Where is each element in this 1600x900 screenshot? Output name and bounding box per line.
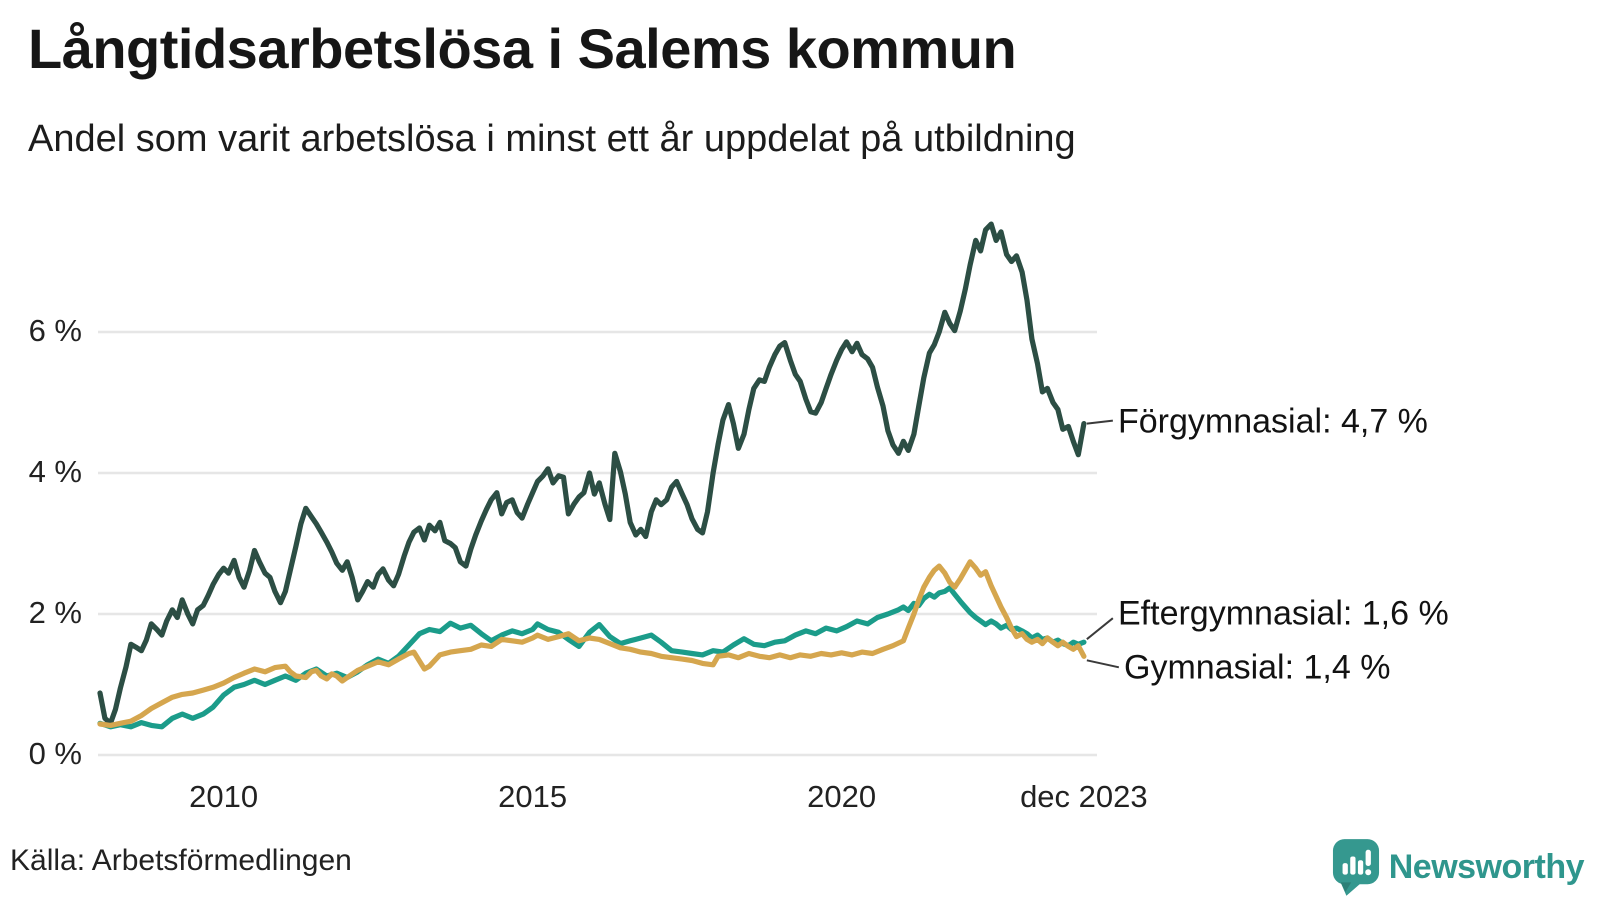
y-axis-tick-4: 4 % <box>28 454 82 489</box>
y-axis-tick-2: 2 % <box>28 595 82 630</box>
x-axis-tick-2010: 2010 <box>189 779 259 814</box>
y-axis-tick-0: 0 % <box>28 736 82 771</box>
series-label-forgymnasial: Förgymnasial: 4,7 % <box>1118 402 1428 441</box>
series-line-eftergymnasial <box>97 585 1087 730</box>
label-leader-gymnasial <box>1086 659 1120 669</box>
label-leader-eftergymnasial <box>1086 617 1114 640</box>
page-title: Långtidsarbetslösa i Salems kommun <box>28 17 1017 80</box>
x-axis-tick-2015: 2015 <box>498 779 568 814</box>
series-line-förgymnasial <box>97 221 1087 726</box>
label-leader-förgymnasial <box>1086 419 1113 425</box>
newsworthy-logo: Newsworthy <box>1332 838 1585 896</box>
newsworthy-wordmark: Newsworthy <box>1388 847 1585 886</box>
newsworthy-icon <box>1332 839 1379 896</box>
chart-subtitle: Andel som varit arbetslösa i minst ett å… <box>28 118 1076 160</box>
x-axis-tick-2020: 2020 <box>807 779 877 814</box>
x-axis-tick-dec-2023: dec 2023 <box>1020 779 1148 814</box>
source-note: Källa: Arbetsförmedlingen <box>10 844 352 877</box>
series-line-gymnasial <box>97 559 1087 728</box>
y-axis-tick-6: 6 % <box>28 313 82 348</box>
series-label-eftergymnasial: Eftergymnasial: 1,6 % <box>1118 594 1449 633</box>
series-label-gymnasial: Gymnasial: 1,4 % <box>1124 648 1391 687</box>
